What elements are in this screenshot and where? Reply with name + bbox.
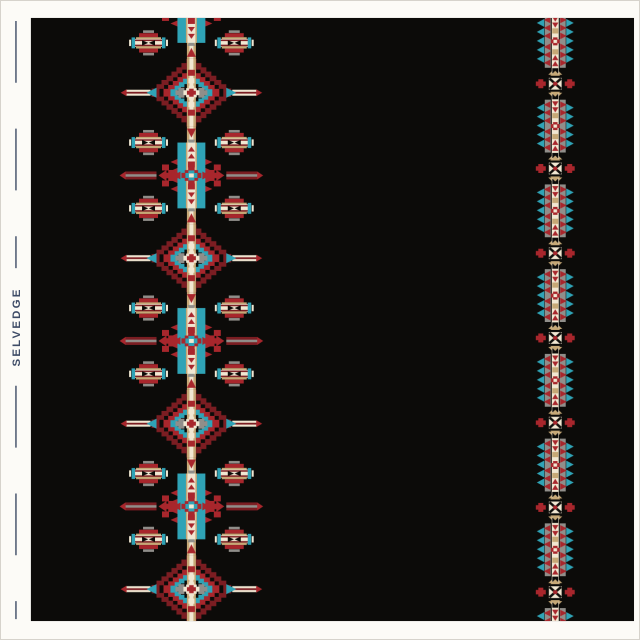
selvedge-label: SELVEDGE xyxy=(11,287,23,366)
accent-stripe xyxy=(533,17,578,622)
main-border-stripe xyxy=(118,17,265,622)
fabric-artwork xyxy=(30,17,635,622)
selvedge-strip: SELVEDGE xyxy=(11,20,23,620)
